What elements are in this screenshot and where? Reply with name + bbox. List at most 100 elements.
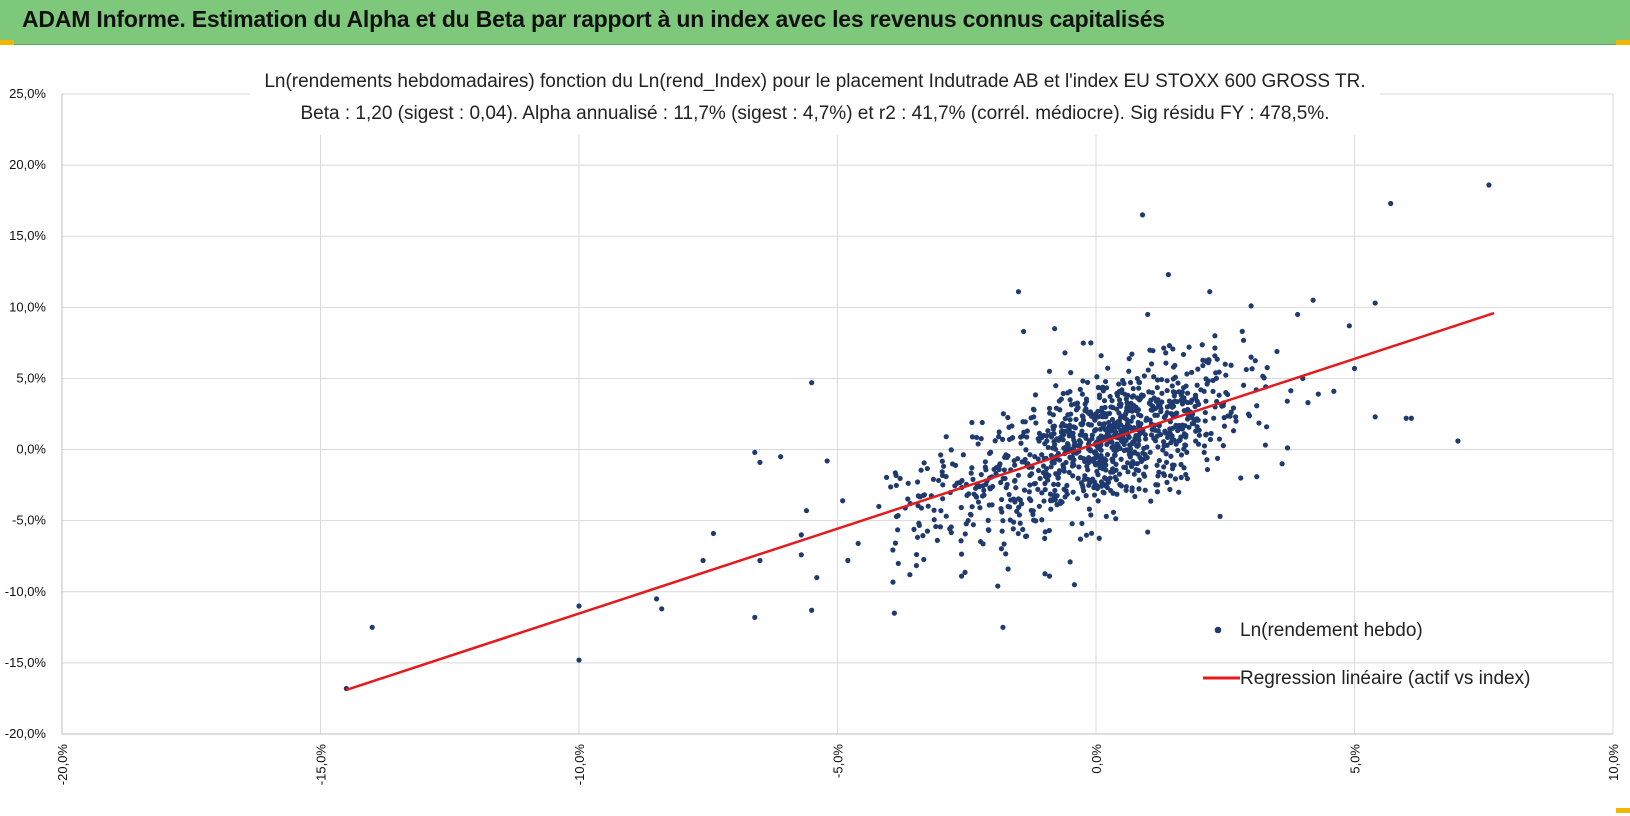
data-point bbox=[1036, 430, 1043, 437]
data-point bbox=[1175, 427, 1181, 434]
data-point bbox=[1388, 200, 1394, 207]
data-point bbox=[1183, 383, 1189, 389]
x-tick-labels: -20,0% -15,0% -10,0% -5,0% 0,0% 5,0% 10,0% bbox=[55, 744, 1621, 786]
data-point bbox=[1136, 477, 1142, 483]
data-point bbox=[845, 557, 851, 564]
data-point bbox=[1213, 370, 1219, 376]
data-point bbox=[1119, 389, 1125, 396]
data-point bbox=[1098, 447, 1104, 453]
data-point bbox=[1145, 311, 1151, 318]
data-point bbox=[977, 505, 983, 511]
data-point bbox=[752, 449, 758, 455]
data-point bbox=[1168, 410, 1174, 417]
data-point bbox=[1101, 398, 1108, 404]
data-point bbox=[1212, 345, 1218, 351]
data-point bbox=[659, 606, 665, 612]
data-point bbox=[1046, 405, 1053, 411]
data-point bbox=[1055, 481, 1061, 488]
data-point bbox=[752, 614, 758, 620]
data-point bbox=[1288, 388, 1294, 394]
data-point bbox=[1005, 566, 1011, 572]
data-point bbox=[1202, 409, 1208, 416]
data-point bbox=[1201, 443, 1208, 449]
data-point bbox=[1099, 405, 1105, 411]
data-point bbox=[1031, 517, 1037, 523]
data-point bbox=[1138, 458, 1145, 465]
data-point bbox=[1056, 398, 1062, 404]
data-point bbox=[1023, 447, 1029, 453]
data-point bbox=[1131, 425, 1137, 431]
data-point bbox=[1172, 362, 1178, 369]
data-point bbox=[1075, 496, 1081, 502]
data-point bbox=[1310, 297, 1316, 303]
data-point bbox=[1005, 414, 1011, 421]
data-point bbox=[1078, 421, 1084, 427]
data-point bbox=[1111, 468, 1117, 474]
data-point bbox=[1172, 411, 1179, 417]
data-point bbox=[1079, 391, 1085, 397]
data-point bbox=[1072, 440, 1078, 446]
data-point bbox=[1155, 482, 1161, 488]
data-point bbox=[1199, 342, 1205, 348]
data-point bbox=[1141, 373, 1147, 379]
data-point bbox=[700, 557, 706, 564]
data-point bbox=[1070, 489, 1076, 495]
data-point bbox=[1159, 376, 1165, 383]
data-point bbox=[1094, 451, 1100, 458]
data-point bbox=[921, 460, 927, 466]
data-point bbox=[1089, 432, 1095, 438]
data-point bbox=[1027, 452, 1033, 458]
data-point bbox=[1130, 458, 1136, 465]
data-point bbox=[1176, 489, 1182, 495]
data-point bbox=[1207, 289, 1213, 295]
data-point bbox=[840, 498, 846, 504]
data-point bbox=[1035, 486, 1041, 492]
data-point bbox=[1114, 491, 1120, 497]
data-point bbox=[1094, 468, 1100, 475]
data-point bbox=[1170, 376, 1176, 382]
data-point bbox=[1183, 432, 1189, 438]
data-point bbox=[1162, 430, 1169, 436]
data-point bbox=[1067, 559, 1073, 565]
data-point bbox=[1160, 447, 1166, 453]
data-point bbox=[1046, 573, 1053, 579]
data-point bbox=[993, 470, 999, 477]
chart-title-line-1: Ln(rendements hebdomadaires) fonction du… bbox=[264, 71, 1365, 92]
y-tick-label: -20,0% bbox=[5, 726, 47, 741]
data-point bbox=[925, 503, 931, 509]
data-point bbox=[1145, 529, 1151, 535]
data-point bbox=[1096, 395, 1103, 401]
data-point bbox=[1080, 484, 1086, 490]
data-point bbox=[1180, 351, 1187, 358]
data-point bbox=[947, 526, 953, 532]
data-point bbox=[1172, 389, 1178, 396]
data-point bbox=[1096, 535, 1102, 541]
data-point bbox=[999, 509, 1005, 515]
data-point bbox=[1088, 512, 1094, 518]
data-point bbox=[1132, 493, 1138, 500]
data-point bbox=[1100, 422, 1107, 428]
data-point bbox=[1174, 399, 1180, 405]
data-point bbox=[1053, 405, 1060, 411]
data-point bbox=[1091, 492, 1098, 498]
data-point bbox=[1082, 473, 1088, 479]
data-point bbox=[883, 474, 890, 481]
data-point bbox=[978, 471, 984, 478]
data-point bbox=[1022, 456, 1028, 463]
data-point bbox=[1136, 412, 1142, 418]
x-tick-label: 0,0% bbox=[1089, 744, 1104, 774]
data-point bbox=[967, 511, 974, 517]
data-point bbox=[1006, 424, 1012, 430]
data-point bbox=[913, 562, 920, 569]
axes bbox=[61, 94, 1613, 735]
data-point bbox=[1127, 379, 1134, 386]
data-point bbox=[1233, 418, 1239, 424]
data-point bbox=[1126, 368, 1132, 374]
data-point bbox=[1021, 328, 1027, 335]
data-point bbox=[1222, 361, 1228, 367]
data-point bbox=[1060, 390, 1066, 397]
data-point bbox=[1279, 461, 1285, 467]
data-point bbox=[1064, 491, 1070, 497]
data-point bbox=[1112, 425, 1118, 431]
legend-marker-points bbox=[1214, 626, 1222, 634]
